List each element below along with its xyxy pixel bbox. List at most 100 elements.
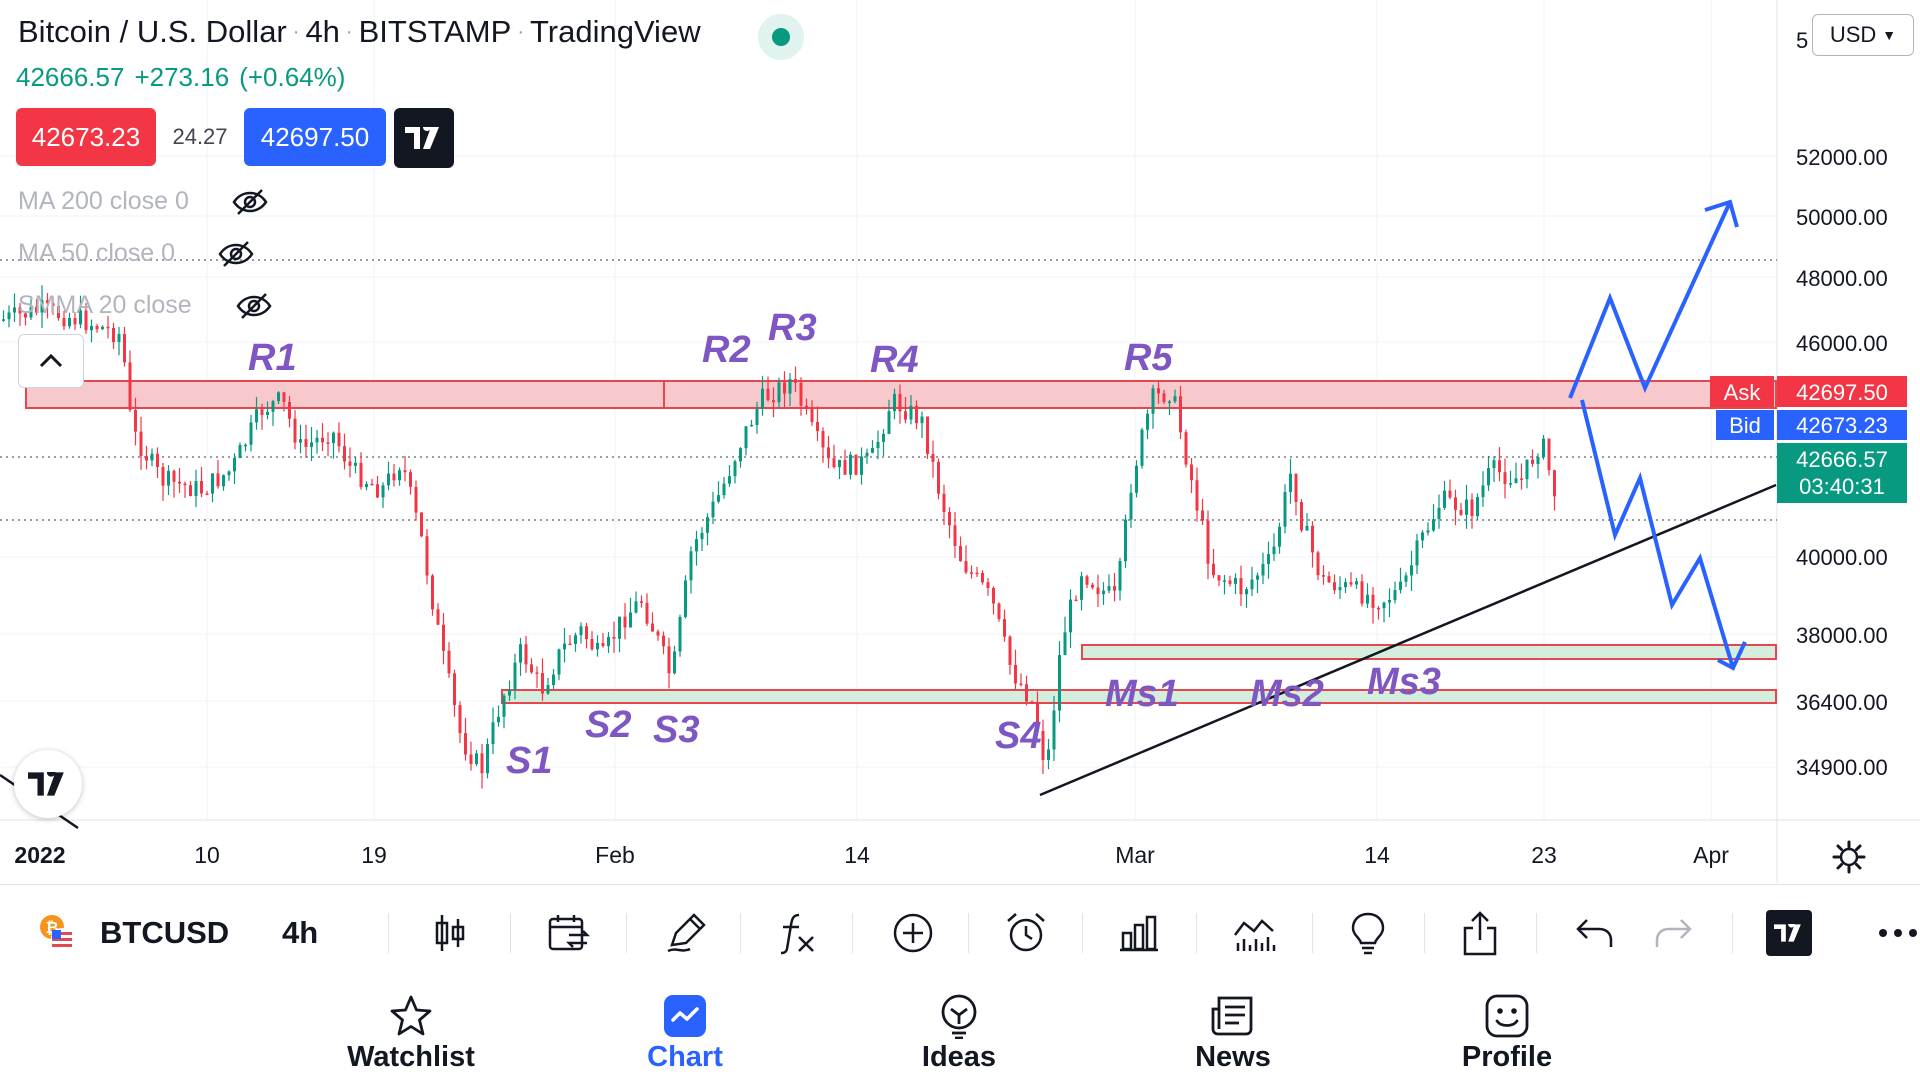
nav-chart[interactable]: Chart xyxy=(575,981,795,1083)
candle xyxy=(684,580,687,617)
candle xyxy=(1531,459,1534,464)
more-button[interactable] xyxy=(1876,885,1920,981)
candle xyxy=(403,470,407,473)
candle xyxy=(970,572,973,574)
candle xyxy=(645,602,649,624)
indicator-smma20[interactable]: SMMA 20 close xyxy=(18,291,192,319)
candle xyxy=(1234,578,1237,584)
candle xyxy=(370,483,374,486)
eye-off-icon[interactable] xyxy=(218,240,254,268)
time-axis-label: 23 xyxy=(1531,842,1557,868)
undo-button[interactable] xyxy=(1572,885,1618,981)
chart-annotation-ms1: Ms1 xyxy=(1105,673,1179,715)
chart-title[interactable]: Bitcoin / U.S. Dollar · 4h · BITSTAMP · Tradin… xyxy=(18,14,701,49)
candle xyxy=(414,486,418,513)
candle xyxy=(381,485,385,498)
candle xyxy=(161,467,165,486)
redo-button[interactable] xyxy=(1650,885,1696,981)
price-axis-label: 34900.00 xyxy=(1796,755,1888,780)
candle xyxy=(1437,507,1441,520)
time-axis-label: Mar xyxy=(1115,842,1155,868)
nav-news[interactable]: News xyxy=(1123,981,1343,1083)
tradingview-logo-button[interactable] xyxy=(394,108,454,168)
symbol-flag[interactable]: ₿ xyxy=(36,885,76,981)
candle xyxy=(266,411,269,416)
candle xyxy=(255,409,258,423)
candle xyxy=(453,673,456,706)
candle xyxy=(238,445,242,459)
candle xyxy=(134,409,137,432)
technicals-button[interactable] xyxy=(1228,885,1280,981)
candle xyxy=(1283,492,1287,527)
candle xyxy=(1179,396,1182,433)
candle xyxy=(1536,457,1540,464)
eye-off-icon[interactable] xyxy=(236,292,272,320)
chart-area[interactable]: R1 R2 R3 R4 R5 S1 S2 S3 S4 Ms1 Ms2 Ms3 Ask 42697.50… xyxy=(0,0,1920,883)
candle xyxy=(530,664,533,673)
candle xyxy=(1041,731,1045,761)
ideas-button[interactable] xyxy=(1344,885,1392,981)
candle xyxy=(18,307,22,314)
candle xyxy=(783,382,786,394)
nav-watchlist[interactable]: Watchlist xyxy=(301,981,521,1083)
candle xyxy=(436,609,440,625)
candle xyxy=(744,426,748,449)
bottom-navigation: Watchlist Chart Ideas News Profile xyxy=(0,981,1920,1083)
candle xyxy=(959,546,962,562)
collapse-legend-button[interactable] xyxy=(18,334,84,388)
market-status-icon[interactable] xyxy=(758,14,804,60)
candle xyxy=(926,416,929,454)
candle xyxy=(117,333,121,343)
candle xyxy=(1465,499,1468,515)
eye-off-icon[interactable] xyxy=(232,188,268,216)
candle xyxy=(920,416,924,424)
candle xyxy=(1135,465,1138,493)
candle xyxy=(469,754,473,765)
indicator-ma50[interactable]: MA 50 close 0 xyxy=(18,239,176,267)
price-axis-label: 52000.00 xyxy=(1796,145,1888,170)
candle xyxy=(84,310,88,331)
candle xyxy=(1030,701,1034,704)
indicator-ma200[interactable]: MA 200 close 0 xyxy=(18,187,189,215)
nav-ideas[interactable]: Ideas xyxy=(849,981,1069,1083)
candle xyxy=(73,318,77,325)
financials-button[interactable] xyxy=(1114,885,1164,981)
alert-button[interactable] xyxy=(1000,885,1052,981)
nav-label: Profile xyxy=(1461,1041,1553,1073)
add-button[interactable] xyxy=(888,885,938,981)
candle xyxy=(706,517,709,533)
price-axis-label: 36400.00 xyxy=(1796,690,1888,715)
candle xyxy=(876,441,880,449)
indicators-button[interactable] xyxy=(772,885,822,981)
compare-button[interactable] xyxy=(542,885,596,981)
candle xyxy=(1151,388,1155,414)
sell-button[interactable]: 42673.23 xyxy=(16,108,156,166)
drawing-tools-button[interactable] xyxy=(660,885,712,981)
share-button[interactable] xyxy=(1456,885,1504,981)
trend-line xyxy=(1039,483,1777,797)
chart-type-button[interactable] xyxy=(424,885,476,981)
candle xyxy=(1327,576,1331,583)
buy-button[interactable]: 42697.50 xyxy=(244,108,386,166)
candle xyxy=(51,303,55,307)
chart-settings-icon[interactable] xyxy=(1832,840,1866,874)
candle xyxy=(1514,478,1518,484)
bid-price-tag: 42673.23 xyxy=(1796,413,1888,438)
candle xyxy=(607,636,610,647)
nav-profile[interactable]: Profile xyxy=(1397,981,1617,1083)
candle xyxy=(1443,490,1446,508)
candle xyxy=(95,326,99,330)
candle xyxy=(1096,587,1100,595)
tradingview-watermark[interactable] xyxy=(14,750,82,818)
currency-selector[interactable]: USD ▼ xyxy=(1812,14,1914,56)
candle xyxy=(827,447,830,459)
tradingview-menu-button[interactable] xyxy=(1766,885,1812,981)
candle xyxy=(623,616,627,628)
interval-selector[interactable]: 4h xyxy=(282,915,319,950)
candle xyxy=(167,470,170,486)
candle xyxy=(1492,460,1496,469)
symbol-selector[interactable]: BTCUSD xyxy=(100,915,230,950)
price-chart[interactable]: R1 R2 R3 R4 R5 S1 S2 S3 S4 Ms1 Ms2 Ms3 Ask 42697.50… xyxy=(0,0,1920,883)
candle xyxy=(271,401,275,412)
tradingview-logo-icon xyxy=(1766,910,1812,956)
